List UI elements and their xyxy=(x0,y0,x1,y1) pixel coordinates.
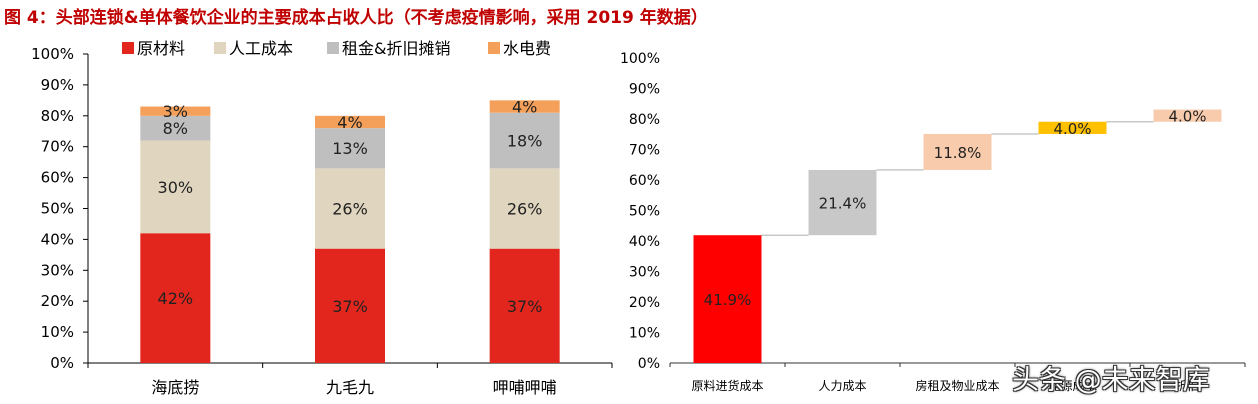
waterfall-bar xyxy=(693,235,762,363)
y-tick-label: 80% xyxy=(41,107,74,125)
waterfall-bar xyxy=(1153,109,1222,122)
data-label: 37% xyxy=(332,297,368,316)
bar-segment xyxy=(315,168,385,249)
y-tick-label: 60% xyxy=(41,169,74,187)
bar-segment xyxy=(315,115,385,129)
data-label: 37% xyxy=(507,297,543,316)
x-category-label: 海底捞 xyxy=(151,378,199,397)
x-category-label: 房租及物业成本 xyxy=(915,378,999,393)
y-tick-label: 60% xyxy=(629,173,660,189)
data-label: 18% xyxy=(507,132,543,151)
data-label: 4.0% xyxy=(1168,108,1206,126)
figure-title: 图 4：头部连锁&单体餐饮企业的主要成本占收人比（不考虑疫情影响，采用 2019… xyxy=(4,8,708,28)
bar-segment xyxy=(489,100,560,113)
y-tick-label: 40% xyxy=(41,230,74,248)
y-tick-label: 50% xyxy=(41,200,74,218)
legend-swatch xyxy=(122,42,134,54)
legend-label: 原材料 xyxy=(137,39,185,58)
x-category-label: 呷哺呷哺 xyxy=(493,378,557,397)
y-tick-label: 10% xyxy=(41,323,74,341)
y-tick-label: 20% xyxy=(629,295,660,311)
waterfall-bar xyxy=(1038,121,1107,134)
x-category-label: 原料进货成本 xyxy=(691,378,763,393)
y-tick-label: 10% xyxy=(629,326,660,342)
data-label: 26% xyxy=(332,200,368,219)
watermark: 头条 @未来智库 xyxy=(1012,365,1210,396)
data-label: 4.0% xyxy=(1053,120,1091,138)
y-tick-label: 80% xyxy=(629,112,660,128)
bar-segment xyxy=(489,168,560,249)
legend-label: 人工成本 xyxy=(229,39,293,58)
legend-swatch xyxy=(488,42,500,54)
bar-segment xyxy=(315,248,385,363)
data-label: 11.8% xyxy=(934,144,982,162)
data-label: 30% xyxy=(158,178,194,197)
x-category-label: 人力成本 xyxy=(818,379,866,393)
data-label: 26% xyxy=(507,200,543,219)
waterfall-chart: 0% 10% 20% 30% 40% 50% 60% 70% 80% 90% 100% 41.9% 原料… xyxy=(620,51,1246,393)
x-category-label: 能源成本 xyxy=(1048,379,1096,393)
y-tick-label: 70% xyxy=(41,138,74,156)
y-tick-label: 100% xyxy=(620,51,660,67)
data-label: 3% xyxy=(163,102,188,121)
bar-segment xyxy=(140,233,211,363)
legend-label: 租金&折旧摊销 xyxy=(342,39,450,58)
legend-label: 水电费 xyxy=(503,39,551,58)
y-tick-label: 50% xyxy=(629,204,660,220)
x-category-label: 九毛九 xyxy=(326,378,374,397)
bar-segment xyxy=(315,128,385,169)
legend-swatch xyxy=(214,42,226,54)
legend-swatch xyxy=(327,42,339,54)
y-tick-label: 0% xyxy=(638,356,660,372)
y-tick-label: 30% xyxy=(41,261,74,279)
data-label: 41.9% xyxy=(704,291,752,309)
y-tick-label: 90% xyxy=(41,76,74,94)
y-tick-label: 100% xyxy=(31,45,74,63)
data-label: 4% xyxy=(512,98,537,117)
bar-segment xyxy=(489,248,560,363)
y-tick-label: 70% xyxy=(629,143,660,159)
data-label: 13% xyxy=(332,139,368,158)
y-tick-label: 90% xyxy=(629,82,660,98)
waterfall-bar xyxy=(923,133,992,170)
y-tick-label: 20% xyxy=(41,292,74,310)
y-tick-label: 30% xyxy=(629,265,660,281)
stacked-bar-chart: 0% 10% 20% 30% 40% 50% 60% 70% 80% 90% 100% 42% 30% 8… xyxy=(31,39,613,397)
y-tick-label: 0% xyxy=(50,354,74,372)
data-label: 8% xyxy=(163,119,188,138)
bar-segment xyxy=(140,115,211,141)
waterfall-bar xyxy=(808,169,877,236)
bar-segment xyxy=(140,106,211,116)
x-category-label: 折旧 xyxy=(1175,378,1199,393)
data-label: 42% xyxy=(158,289,194,308)
bar-segment xyxy=(489,112,560,169)
data-label: 21.4% xyxy=(819,195,867,213)
bar-segment xyxy=(140,140,211,234)
y-tick-label: 40% xyxy=(629,234,660,250)
data-label: 4% xyxy=(337,113,362,132)
